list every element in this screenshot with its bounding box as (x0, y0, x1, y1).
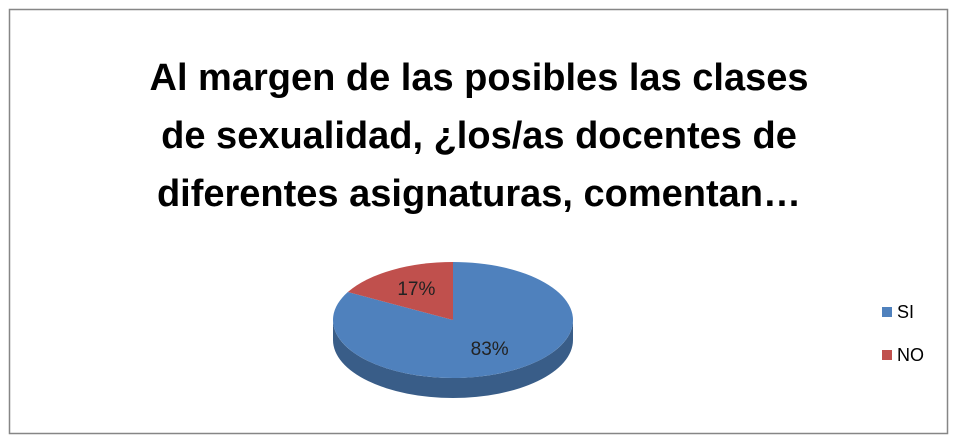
legend-label: SI (897, 302, 914, 322)
title-line: de sexualidad, ¿los/as docentes de (161, 115, 797, 157)
title-line: Al margen de las posibles las clases (150, 57, 809, 99)
pie-slice (347, 262, 453, 320)
pie-side (333, 320, 573, 398)
chart-title: Al margen de las posibles las clases de s… (150, 57, 809, 215)
legend-swatch (882, 350, 892, 360)
data-label: 83% (471, 339, 509, 360)
title-line: diferentes asignaturas, comentan… (157, 173, 801, 215)
legend-swatch (882, 307, 892, 317)
legend-label: NO (897, 345, 924, 365)
data-label: 17% (397, 279, 435, 300)
